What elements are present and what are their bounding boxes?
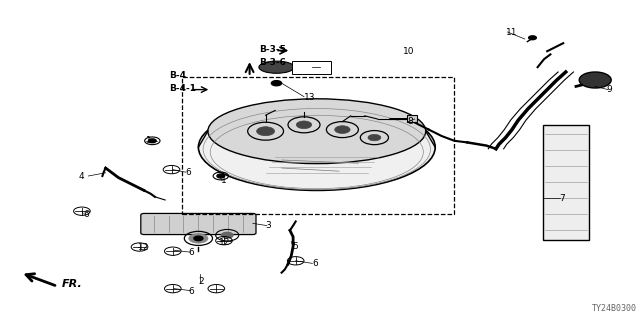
Text: 11: 11 [506, 28, 517, 36]
Text: 6: 6 [189, 248, 195, 257]
Text: 6: 6 [312, 260, 318, 268]
Bar [182, 77, 454, 214]
Circle shape [529, 36, 536, 40]
Circle shape [148, 139, 156, 143]
Circle shape [221, 232, 233, 238]
Bar [543, 125, 589, 240]
Text: B-3-5: B-3-5 [259, 45, 286, 54]
Bar [407, 115, 417, 122]
Text: TY24B0300: TY24B0300 [592, 304, 637, 313]
Text: 6: 6 [83, 210, 89, 219]
FancyBboxPatch shape [141, 213, 256, 235]
Text: 6: 6 [186, 168, 191, 177]
Text: 9: 9 [607, 85, 612, 94]
FancyBboxPatch shape [292, 61, 331, 74]
Text: 4: 4 [78, 172, 84, 180]
Circle shape [368, 134, 381, 141]
Circle shape [296, 121, 312, 129]
Text: B-4: B-4 [170, 71, 187, 80]
Text: 5: 5 [292, 242, 298, 251]
Text: 12: 12 [219, 238, 230, 247]
Text: 6: 6 [189, 287, 195, 296]
Circle shape [257, 127, 275, 136]
Ellipse shape [259, 61, 294, 73]
Text: FR.: FR. [62, 279, 83, 289]
Circle shape [271, 81, 282, 86]
Text: B-4-1: B-4-1 [170, 84, 196, 92]
Text: B-3-6: B-3-6 [259, 58, 286, 67]
Circle shape [217, 174, 225, 178]
Text: 13: 13 [304, 93, 316, 102]
Ellipse shape [208, 99, 426, 164]
Text: 12: 12 [138, 244, 149, 252]
Text: 8: 8 [407, 117, 413, 126]
Circle shape [335, 126, 350, 133]
Text: 1: 1 [221, 176, 227, 185]
Text: 10: 10 [403, 47, 415, 56]
Text: 7: 7 [559, 194, 564, 203]
Circle shape [194, 236, 203, 241]
Ellipse shape [198, 104, 435, 190]
Wedge shape [579, 72, 611, 88]
Text: 2: 2 [198, 277, 204, 286]
Circle shape [189, 234, 208, 243]
Text: 3: 3 [266, 221, 271, 230]
Text: 1: 1 [146, 136, 152, 145]
